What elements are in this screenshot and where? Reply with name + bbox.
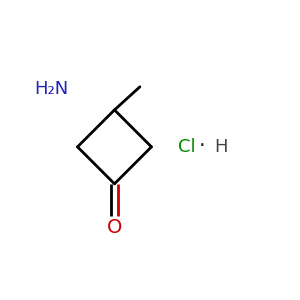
- Text: Cl: Cl: [178, 138, 195, 156]
- Text: ·: ·: [199, 136, 206, 156]
- Text: O: O: [107, 218, 122, 237]
- Text: H₂N: H₂N: [34, 80, 68, 98]
- Text: H: H: [214, 138, 227, 156]
